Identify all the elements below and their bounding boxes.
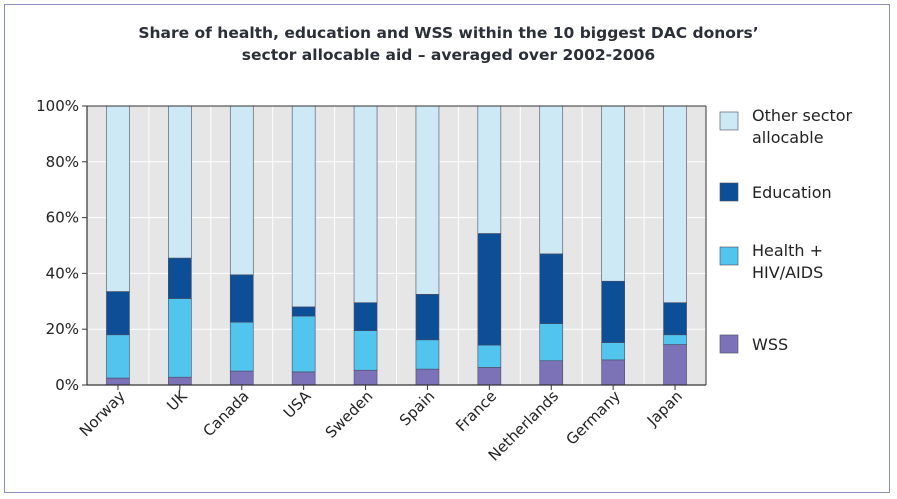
legend-label: HIV/AIDS: [752, 263, 823, 282]
legend-swatch: [719, 111, 739, 131]
bar-segment-health-hiv-aids: [539, 323, 564, 362]
bar-segment-other-sector-allocable: [663, 105, 687, 303]
bar-segment-health-hiv-aids: [601, 342, 625, 361]
bar-segment-health-hiv-aids: [477, 344, 502, 368]
y-tick-label: 0%: [55, 376, 79, 394]
y-tick-label: 80%: [46, 153, 79, 171]
bar-segment-wss: [539, 360, 564, 386]
bar-segment-wss: [106, 377, 130, 386]
bar-segment-education: [106, 291, 130, 336]
chart-title-line-1: Share of health, education and WSS withi…: [138, 24, 759, 42]
bar-segment-education: [415, 294, 440, 341]
x-tick-label: Germany: [562, 387, 624, 449]
x-tick-label: Sweden: [322, 387, 377, 442]
bar-segment-health-hiv-aids: [353, 330, 378, 371]
bar-segment-wss: [415, 368, 440, 386]
legend-label: Education: [752, 183, 832, 202]
legend-label: allocable: [752, 128, 824, 147]
x-tick-label: Canada: [199, 387, 252, 440]
bar-segment-wss: [663, 344, 687, 386]
bar-segment-other-sector-allocable: [477, 105, 502, 234]
bar-segment-wss: [353, 369, 378, 386]
legend-swatch: [719, 334, 739, 354]
bar-segment-other-sector-allocable: [601, 105, 625, 282]
legend-label: WSS: [752, 335, 788, 354]
bar-segment-health-hiv-aids: [415, 339, 440, 370]
bar-segment-other-sector-allocable: [168, 105, 192, 259]
legend-label: Other sector: [752, 106, 853, 125]
legend-label: Health +: [752, 241, 823, 260]
bar-segment-education: [477, 233, 502, 346]
x-tick-label: UK: [163, 386, 191, 414]
bar-segment-other-sector-allocable: [539, 105, 564, 255]
x-tick-label: USA: [280, 387, 315, 422]
y-tick-label: 40%: [46, 264, 79, 282]
legend-swatch: [719, 246, 739, 266]
x-tick-label: Spain: [396, 387, 438, 429]
bar-segment-education: [539, 253, 564, 324]
bar-segment-health-hiv-aids: [663, 334, 687, 345]
bar-segment-wss: [291, 371, 316, 386]
bar-segment-education: [663, 302, 687, 336]
bar-segment-other-sector-allocable: [229, 105, 254, 276]
x-tick-label: Norway: [76, 387, 129, 440]
bar-segment-wss: [601, 359, 625, 386]
bar-segment-health-hiv-aids: [229, 321, 254, 372]
bar-segment-wss: [168, 376, 192, 386]
x-tick-label: Japan: [643, 387, 686, 430]
bar-segment-wss: [229, 370, 254, 386]
legend-swatch: [719, 182, 739, 202]
bar-segment-wss: [477, 367, 502, 386]
bar-segment-education: [229, 274, 254, 323]
bar-segment-other-sector-allocable: [415, 105, 440, 295]
bar-segment-other-sector-allocable: [106, 105, 130, 292]
bar-segment-education: [601, 280, 625, 343]
x-tick-label: France: [452, 387, 500, 435]
chart-title: Share of health, education and WSS withi…: [0, 22, 897, 66]
y-tick-label: 20%: [46, 320, 79, 338]
bar-segment-health-hiv-aids: [291, 315, 316, 373]
bar-segment-other-sector-allocable: [353, 105, 378, 303]
bar-segment-health-hiv-aids: [106, 334, 130, 379]
bar-segment-other-sector-allocable: [291, 105, 316, 308]
y-tick-label: 60%: [46, 209, 79, 227]
bar-segment-education: [291, 306, 316, 317]
bar-segment-health-hiv-aids: [168, 298, 192, 378]
chart-title-line-2: sector allocable aid – averaged over 200…: [241, 46, 656, 64]
bar-segment-education: [353, 302, 378, 331]
y-tick-label: 100%: [36, 97, 79, 115]
bar-segment-education: [168, 257, 192, 299]
